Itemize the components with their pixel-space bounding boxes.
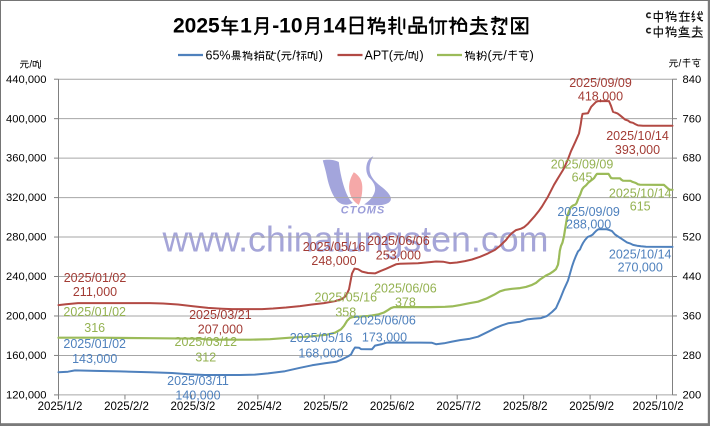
svg-text:400,000: 400,000 [6,113,46,125]
svg-text:2025/9/2: 2025/9/2 [569,401,614,413]
svg-text:2025/01/02: 2025/01/02 [64,271,127,285]
svg-text:140,000: 140,000 [175,389,220,403]
svg-text:/: / [29,60,32,71]
svg-text:/: / [679,59,682,70]
svg-text:393,000: 393,000 [615,143,660,157]
svg-text:(: ( [488,49,493,63]
svg-text:211,000: 211,000 [73,285,117,299]
svg-text:/: / [503,49,507,63]
svg-text:2025/2/2: 2025/2/2 [104,401,149,413]
svg-text:-10: -10 [272,15,302,38]
svg-text:600: 600 [683,192,702,204]
svg-text:APT(: APT( [365,49,394,63]
svg-text:2025/10/14: 2025/10/14 [606,129,669,143]
svg-text:288,000: 288,000 [566,218,611,232]
svg-text:2025/7/2: 2025/7/2 [436,401,481,413]
svg-text:2025/06/06: 2025/06/06 [353,314,416,328]
svg-text:2025: 2025 [173,15,220,38]
svg-text:2025/05/16: 2025/05/16 [315,291,378,305]
svg-text:645: 645 [572,171,593,185]
svg-text:120,000: 120,000 [6,390,46,402]
svg-text:): ) [530,49,534,63]
svg-text:358: 358 [335,306,356,320]
svg-text:240,000: 240,000 [6,271,46,283]
svg-text:2025/3/2: 2025/3/2 [171,401,216,413]
svg-text:14: 14 [323,15,347,38]
svg-text:2025/10/14: 2025/10/14 [609,248,672,262]
svg-text:360,000: 360,000 [6,153,46,165]
svg-text:/: / [292,49,296,63]
svg-text:2025/09/09: 2025/09/09 [551,157,614,171]
svg-text:312: 312 [195,351,216,365]
svg-text:): ) [420,49,424,63]
svg-text:280,000: 280,000 [6,232,46,244]
svg-text:2025/5/2: 2025/5/2 [303,401,348,413]
svg-text:2025/01/02: 2025/01/02 [63,305,126,319]
svg-text:173,000: 173,000 [362,330,407,344]
svg-text:253,000: 253,000 [376,249,421,263]
svg-text:2025/8/2: 2025/8/2 [503,401,548,413]
svg-text:440: 440 [683,271,702,283]
svg-text:2025/10/14: 2025/10/14 [609,187,672,201]
svg-text:160,000: 160,000 [6,350,46,362]
svg-text:615: 615 [630,200,651,214]
svg-text:168,000: 168,000 [298,347,343,361]
svg-text:200,000: 200,000 [6,311,46,323]
svg-text:2025/10/2: 2025/10/2 [633,401,684,413]
svg-text:2025/06/06: 2025/06/06 [374,282,437,296]
svg-text:2025/03/11: 2025/03/11 [167,374,229,388]
svg-text:760: 760 [683,113,702,125]
svg-text:): ) [319,49,323,63]
svg-text:2025/09/09: 2025/09/09 [569,76,632,90]
svg-text:2025/4/2: 2025/4/2 [237,401,282,413]
svg-text:/: / [405,49,409,63]
svg-text:CTOMS: CTOMS [341,205,386,217]
svg-text:680: 680 [683,153,702,165]
svg-text:840: 840 [683,74,702,86]
svg-text:2025/06/06: 2025/06/06 [367,234,430,248]
svg-text:520: 520 [683,232,702,244]
svg-text:(: ( [277,49,282,63]
svg-text:2025/09/09: 2025/09/09 [557,205,620,219]
svg-text:1: 1 [240,15,252,38]
svg-text:65%: 65% [206,49,231,63]
svg-text:2025/6/2: 2025/6/2 [370,401,415,413]
svg-text:2025/05/16: 2025/05/16 [290,331,353,345]
svg-text:378: 378 [395,296,416,310]
svg-text:2025/05/16: 2025/05/16 [303,240,366,254]
svg-text:200: 200 [683,390,702,402]
svg-text:2025/03/12: 2025/03/12 [175,335,238,349]
svg-text:440,000: 440,000 [6,74,46,86]
svg-text:270,000: 270,000 [618,261,663,275]
svg-text:280: 280 [683,350,702,362]
svg-text:418,000: 418,000 [578,89,623,103]
svg-text:2025/01/02: 2025/01/02 [63,337,126,351]
svg-text:207,000: 207,000 [198,323,243,337]
svg-text:316: 316 [84,321,105,335]
svg-text:2025/03/21: 2025/03/21 [189,308,252,322]
svg-text:www.chinatungsten.com: www.chinatungsten.com [161,220,548,260]
svg-text:143,000: 143,000 [72,352,117,366]
svg-text:360: 360 [683,311,702,323]
svg-text:248,000: 248,000 [311,254,356,268]
svg-text:320,000: 320,000 [6,192,46,204]
svg-text:2025/1/2: 2025/1/2 [38,401,83,413]
